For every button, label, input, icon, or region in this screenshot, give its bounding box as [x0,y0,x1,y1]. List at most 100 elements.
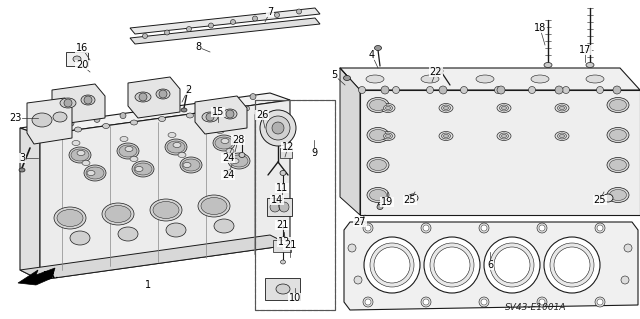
Text: 17: 17 [579,45,591,55]
Ellipse shape [47,130,54,136]
Ellipse shape [607,98,629,113]
Bar [255,100,335,310]
Text: 21: 21 [276,220,288,230]
Ellipse shape [81,95,95,105]
Ellipse shape [228,153,250,169]
Text: 9: 9 [311,148,317,158]
Circle shape [224,97,230,103]
Ellipse shape [156,89,170,99]
Circle shape [348,244,356,252]
Circle shape [479,297,489,307]
Ellipse shape [367,188,389,203]
Circle shape [539,299,545,305]
Ellipse shape [557,133,566,139]
Circle shape [439,86,447,94]
Ellipse shape [239,152,245,158]
Circle shape [495,86,502,93]
Text: 8: 8 [195,42,201,52]
Ellipse shape [344,76,351,80]
Ellipse shape [153,202,179,219]
Ellipse shape [383,105,392,111]
Polygon shape [360,90,640,215]
Ellipse shape [69,147,91,163]
Ellipse shape [555,131,569,140]
Ellipse shape [609,100,627,110]
Ellipse shape [476,75,494,83]
Circle shape [596,86,604,93]
Ellipse shape [119,145,137,157]
Circle shape [186,26,191,32]
Polygon shape [195,96,247,134]
Text: 28: 28 [232,135,244,145]
Ellipse shape [135,167,143,172]
Circle shape [544,237,600,293]
Circle shape [550,243,594,287]
Circle shape [358,86,365,93]
Circle shape [537,297,547,307]
Text: 15: 15 [212,107,224,117]
Ellipse shape [609,189,627,201]
Ellipse shape [150,199,182,221]
Circle shape [555,86,563,94]
Ellipse shape [442,133,451,139]
Ellipse shape [214,219,234,233]
Ellipse shape [497,103,511,113]
Circle shape [164,30,170,35]
Circle shape [143,33,147,39]
Circle shape [296,9,301,14]
Circle shape [621,276,629,284]
Ellipse shape [130,157,138,161]
Text: 7: 7 [267,7,273,17]
Ellipse shape [215,137,233,149]
Circle shape [84,96,92,104]
Circle shape [354,276,362,284]
Text: 25: 25 [594,195,606,205]
Circle shape [529,86,536,93]
Ellipse shape [559,135,564,137]
Polygon shape [340,68,640,90]
Ellipse shape [607,188,629,203]
Ellipse shape [217,124,223,130]
Ellipse shape [280,237,285,241]
Text: 20: 20 [76,60,88,70]
Ellipse shape [369,130,387,140]
Ellipse shape [132,161,154,177]
Text: 21: 21 [284,240,296,250]
Bar [273,240,291,252]
Text: 5: 5 [331,70,337,80]
Ellipse shape [381,131,395,140]
Ellipse shape [369,100,387,110]
Ellipse shape [74,127,81,132]
Ellipse shape [437,69,443,73]
Ellipse shape [84,165,106,181]
Circle shape [421,223,431,233]
Ellipse shape [105,205,131,222]
Circle shape [146,109,152,115]
Text: 1: 1 [145,280,151,290]
Ellipse shape [32,113,52,127]
Bar [265,278,300,300]
Circle shape [374,247,410,283]
Text: 2: 2 [185,85,191,95]
Ellipse shape [87,170,95,175]
Circle shape [563,86,570,93]
Text: 25: 25 [404,195,416,205]
Ellipse shape [276,284,290,294]
Ellipse shape [198,195,230,217]
Text: 6: 6 [487,260,493,270]
Ellipse shape [71,149,89,161]
Ellipse shape [421,75,439,83]
Ellipse shape [117,143,139,159]
Ellipse shape [165,139,187,155]
Polygon shape [20,235,290,280]
Ellipse shape [86,167,104,179]
Circle shape [64,99,72,107]
Ellipse shape [607,128,629,143]
Ellipse shape [214,109,221,115]
Circle shape [279,202,289,212]
Text: 10: 10 [289,293,301,303]
Ellipse shape [367,158,389,173]
Circle shape [494,247,530,283]
Text: 12: 12 [282,142,294,152]
Ellipse shape [226,170,234,176]
